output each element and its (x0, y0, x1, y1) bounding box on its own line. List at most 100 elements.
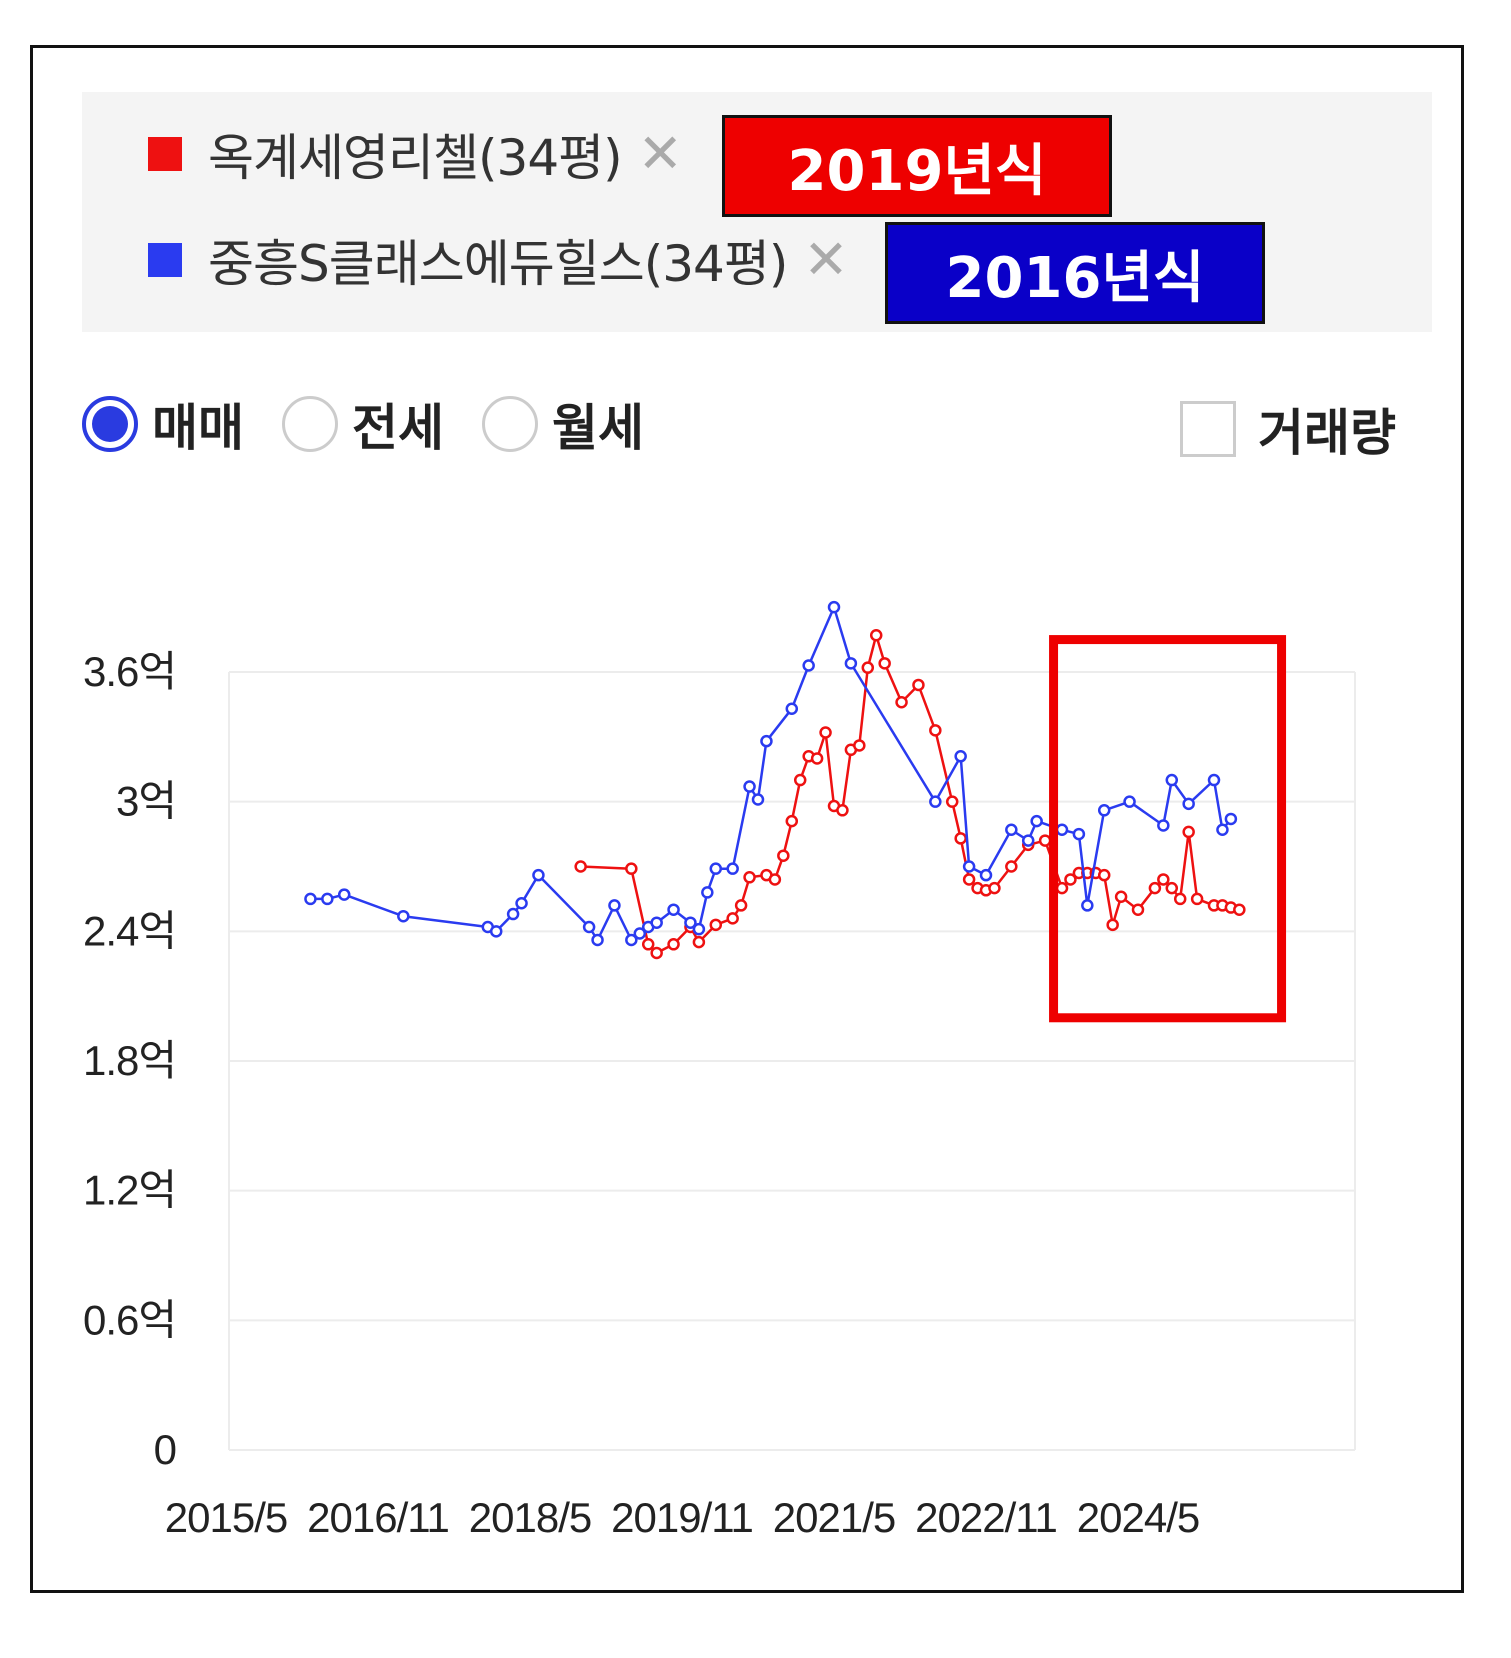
data-point (1207, 773, 1221, 787)
data-point (1081, 899, 1094, 912)
radio-unchecked-icon[interactable] (282, 396, 338, 452)
data-point (1055, 881, 1069, 895)
legend-item-series-1: 옥계세영리첼(34평) ✕ (82, 114, 683, 194)
legend-swatch-red (148, 137, 182, 171)
volume-toggle[interactable]: 거래량 (1180, 393, 1396, 465)
data-point (1038, 834, 1052, 847)
data-point (701, 886, 714, 899)
x-axis: 2015/5 2016/11 2018/5 2019/11 2021/5 2022/11 2… (165, 1494, 1200, 1541)
data-point (709, 862, 723, 875)
legend-label: 중흥S클래스에듀힐스(34평) (208, 235, 788, 293)
data-point (1064, 873, 1077, 886)
close-icon[interactable]: ✕ (637, 122, 683, 185)
y-tick-label: 0 (154, 1426, 176, 1473)
x-tick-label: 2015/5 (165, 1494, 287, 1541)
data-point (1182, 797, 1195, 811)
data-point (582, 920, 596, 934)
radio-sale[interactable]: 매매 (82, 388, 244, 460)
year-built-badge: 2019년식 (722, 115, 1112, 217)
x-tick-label: 2019/11 (611, 1494, 753, 1541)
radio-checked-icon[interactable] (82, 396, 138, 452)
data-point (1148, 881, 1162, 895)
data-point (1097, 804, 1111, 817)
legend-swatch-blue (148, 243, 182, 277)
data-point (793, 773, 807, 787)
trade-type-radio-group: 매매 전세 월세 (82, 388, 682, 460)
data-point (1233, 903, 1246, 916)
x-tick-label: 2018/5 (469, 1494, 591, 1541)
legend-label: 옥계세영리첼(34평) (208, 129, 623, 187)
radio-jeonse[interactable]: 전세 (282, 388, 444, 460)
data-point (768, 873, 782, 886)
data-point (1173, 892, 1187, 906)
data-point (1005, 860, 1018, 873)
data-point (869, 629, 883, 642)
data-point (397, 909, 410, 923)
radio-monthly-rent[interactable]: 월세 (482, 388, 644, 460)
data-point (760, 734, 773, 748)
data-point (802, 659, 815, 672)
series-line (310, 605, 1232, 942)
data-point (1106, 918, 1119, 932)
data-point (810, 752, 824, 765)
close-icon[interactable]: ✕ (803, 228, 849, 291)
data-point (929, 795, 942, 808)
data-point (962, 860, 976, 873)
data-point (667, 903, 680, 916)
data-point (650, 916, 663, 929)
year-built-badge: 2016년식 (885, 222, 1265, 324)
data-point (819, 726, 832, 739)
data-point (827, 600, 841, 614)
data-point (692, 922, 706, 936)
y-tick-label: 2.4억 (83, 907, 176, 954)
data-point (1021, 834, 1035, 847)
data-point (667, 938, 680, 951)
y-tick-label: 3.6억 (83, 648, 176, 695)
data-point (591, 933, 604, 947)
data-point (709, 918, 723, 932)
y-tick-label: 3억 (116, 778, 176, 825)
data-point (912, 678, 925, 692)
highlight-area (1049, 635, 1287, 1023)
data-point (1224, 812, 1238, 826)
data-point (734, 899, 748, 912)
x-tick-label: 2021/5 (773, 1494, 895, 1541)
x-tick-label: 2022/11 (915, 1494, 1057, 1541)
data-point (785, 702, 799, 715)
y-tick-label: 0.6억 (83, 1296, 176, 1343)
legend-item-series-2: 중흥S클래스에듀힐스(34평) ✕ (82, 220, 849, 300)
x-tick-label: 2016/11 (307, 1494, 449, 1541)
radio-label: 매매 (152, 399, 244, 457)
data-point (650, 946, 663, 960)
data-point (506, 907, 520, 921)
y-tick-label: 1.2억 (83, 1167, 176, 1214)
data-point (785, 814, 799, 828)
data-point (1072, 827, 1086, 841)
data-point (625, 933, 638, 947)
data-point (1030, 814, 1043, 828)
data-point (633, 927, 647, 940)
data-point (1055, 823, 1069, 837)
data-point (726, 862, 739, 875)
data-point (625, 862, 638, 875)
x-tick-label: 2024/5 (1077, 1494, 1199, 1541)
data-point (751, 793, 765, 806)
data-point (532, 868, 545, 882)
data-point (743, 871, 756, 884)
data-point (878, 657, 891, 670)
series-lines (304, 600, 1246, 960)
checkbox-icon[interactable] (1180, 401, 1236, 457)
data-point (861, 661, 875, 674)
data-point (853, 739, 866, 752)
data-point (962, 873, 976, 886)
data-point (979, 868, 993, 882)
highlight-box (1049, 635, 1287, 1023)
data-point (641, 938, 655, 951)
data-point (954, 750, 967, 763)
data-point (337, 888, 351, 901)
data-point (836, 804, 849, 817)
volume-label: 거래량 (1258, 404, 1396, 462)
radio-unchecked-icon[interactable] (482, 396, 538, 452)
data-point (954, 832, 967, 845)
